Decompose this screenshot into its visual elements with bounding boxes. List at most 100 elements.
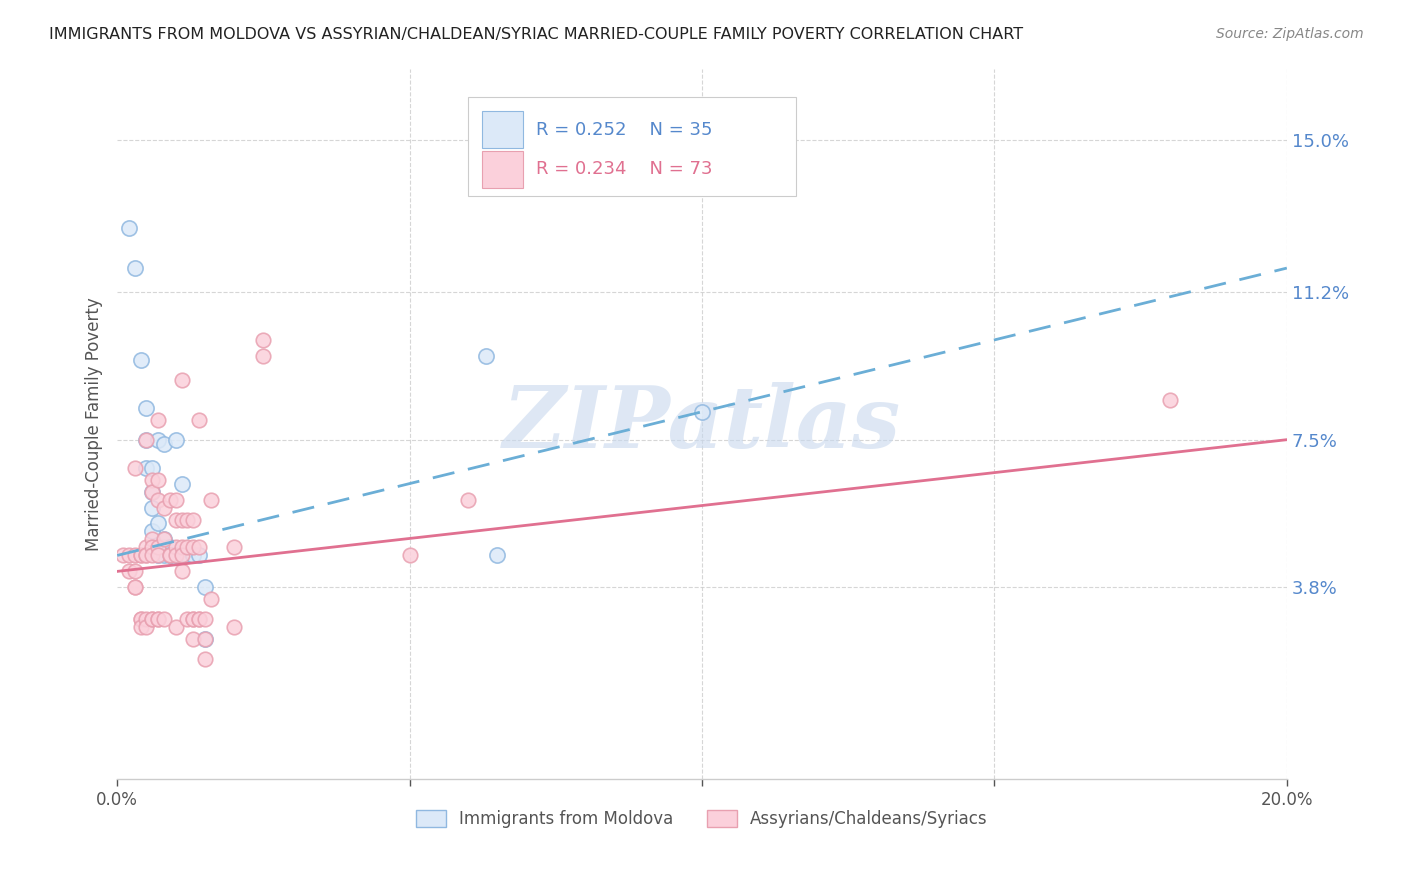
- Point: [141, 500, 163, 515]
- Point: [124, 565, 146, 579]
- Point: [165, 512, 187, 526]
- Point: [194, 632, 217, 647]
- Point: [165, 549, 187, 563]
- Point: [176, 512, 198, 526]
- Point: [159, 549, 181, 563]
- Text: R = 0.234    N = 73: R = 0.234 N = 73: [536, 161, 713, 178]
- Point: [194, 632, 217, 647]
- Point: [135, 541, 157, 555]
- Point: [153, 533, 176, 547]
- Point: [159, 541, 181, 555]
- Point: [146, 516, 169, 531]
- Point: [118, 221, 141, 235]
- Point: [141, 484, 163, 499]
- Point: [118, 565, 141, 579]
- Point: [165, 492, 187, 507]
- Point: [194, 580, 217, 594]
- Point: [200, 492, 222, 507]
- Point: [129, 612, 152, 626]
- Point: [135, 549, 157, 563]
- Point: [153, 549, 176, 563]
- Point: [124, 460, 146, 475]
- Point: [129, 620, 152, 634]
- Point: [135, 612, 157, 626]
- Point: [181, 512, 204, 526]
- Point: [153, 541, 176, 555]
- Point: [1159, 392, 1181, 407]
- Point: [200, 592, 222, 607]
- Point: [129, 612, 152, 626]
- Point: [141, 612, 163, 626]
- Point: [146, 541, 169, 555]
- FancyBboxPatch shape: [482, 151, 523, 188]
- Point: [398, 549, 420, 563]
- Text: ZIPatlas: ZIPatlas: [503, 382, 901, 466]
- Point: [159, 549, 181, 563]
- Point: [176, 541, 198, 555]
- Point: [146, 541, 169, 555]
- Point: [146, 492, 169, 507]
- Point: [181, 612, 204, 626]
- Point: [146, 541, 169, 555]
- Point: [124, 549, 146, 563]
- Point: [170, 565, 193, 579]
- Point: [188, 541, 211, 555]
- Point: [118, 549, 141, 563]
- Point: [146, 549, 169, 563]
- Point: [170, 541, 193, 555]
- Point: [181, 549, 204, 563]
- Point: [135, 460, 157, 475]
- Point: [176, 612, 198, 626]
- Point: [141, 460, 163, 475]
- Point: [176, 549, 198, 563]
- Point: [165, 549, 187, 563]
- Point: [188, 549, 211, 563]
- Point: [181, 612, 204, 626]
- Point: [159, 492, 181, 507]
- Point: [224, 620, 246, 634]
- Point: [181, 541, 204, 555]
- Point: [141, 549, 163, 563]
- Point: [252, 333, 274, 347]
- Point: [457, 492, 479, 507]
- Point: [124, 261, 146, 276]
- Point: [135, 433, 157, 447]
- Point: [141, 541, 163, 555]
- Point: [129, 352, 152, 367]
- Point: [146, 413, 169, 427]
- Point: [153, 500, 176, 515]
- Point: [135, 549, 157, 563]
- Point: [135, 620, 157, 634]
- Text: R = 0.252    N = 35: R = 0.252 N = 35: [536, 120, 713, 138]
- Point: [474, 349, 496, 363]
- Point: [129, 549, 152, 563]
- Point: [690, 405, 713, 419]
- Point: [176, 549, 198, 563]
- Point: [146, 612, 169, 626]
- Point: [165, 541, 187, 555]
- Point: [129, 549, 152, 563]
- Point: [170, 476, 193, 491]
- Point: [188, 413, 211, 427]
- Point: [135, 401, 157, 415]
- Point: [252, 349, 274, 363]
- Point: [135, 433, 157, 447]
- Point: [153, 612, 176, 626]
- Point: [146, 473, 169, 487]
- Legend: Immigrants from Moldova, Assyrians/Chaldeans/Syriacs: Immigrants from Moldova, Assyrians/Chald…: [409, 803, 994, 835]
- Point: [165, 620, 187, 634]
- Point: [170, 512, 193, 526]
- Point: [141, 612, 163, 626]
- Point: [486, 549, 509, 563]
- Point: [153, 533, 176, 547]
- Point: [165, 433, 187, 447]
- Text: Source: ZipAtlas.com: Source: ZipAtlas.com: [1216, 27, 1364, 41]
- Point: [194, 612, 217, 626]
- Y-axis label: Married-Couple Family Poverty: Married-Couple Family Poverty: [86, 297, 103, 550]
- Bar: [468, 97, 796, 196]
- Point: [170, 373, 193, 387]
- Point: [146, 433, 169, 447]
- Point: [141, 484, 163, 499]
- Point: [159, 549, 181, 563]
- Text: IMMIGRANTS FROM MOLDOVA VS ASSYRIAN/CHALDEAN/SYRIAC MARRIED-COUPLE FAMILY POVERT: IMMIGRANTS FROM MOLDOVA VS ASSYRIAN/CHAL…: [49, 27, 1024, 42]
